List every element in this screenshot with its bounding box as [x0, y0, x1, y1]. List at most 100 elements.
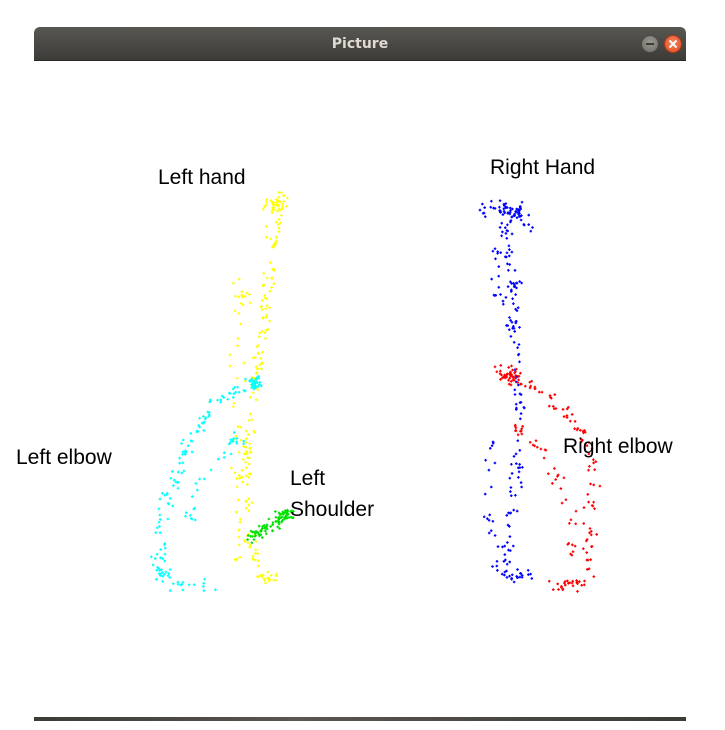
point: [496, 250, 499, 253]
title-bar[interactable]: Picture: [34, 27, 686, 61]
point: [586, 493, 590, 496]
point: [236, 385, 239, 389]
point: [231, 387, 235, 391]
point: [260, 527, 264, 530]
point: [513, 393, 517, 396]
point: [505, 324, 508, 327]
point: [287, 516, 291, 519]
point: [242, 458, 245, 461]
point: [256, 575, 259, 579]
point: [490, 485, 493, 489]
point: [529, 229, 533, 233]
point: [204, 416, 207, 419]
point: [272, 282, 276, 285]
left-shoulder-points: [246, 508, 295, 545]
point: [202, 415, 205, 418]
point: [509, 486, 513, 489]
point: [502, 210, 506, 213]
point: [252, 382, 255, 386]
point: [519, 218, 523, 222]
point: [519, 429, 522, 433]
point: [198, 416, 201, 420]
close-icon[interactable]: [664, 35, 682, 53]
point: [280, 520, 283, 524]
point: [504, 255, 507, 259]
point: [244, 441, 248, 444]
point: [277, 195, 281, 199]
minimize-icon[interactable]: [641, 35, 659, 53]
point: [515, 309, 519, 312]
point: [505, 206, 509, 209]
point: [261, 351, 264, 354]
point: [180, 442, 183, 445]
point: [508, 212, 512, 216]
point: [500, 221, 503, 225]
point: [591, 504, 595, 508]
point: [189, 432, 193, 435]
point: [161, 575, 165, 578]
point: [241, 295, 244, 299]
point: [501, 213, 505, 216]
point: [508, 560, 511, 564]
point: [265, 523, 269, 527]
point: [261, 208, 265, 211]
point: [262, 316, 265, 319]
point: [256, 552, 259, 555]
point: [277, 191, 281, 194]
point: [531, 226, 534, 229]
point: [248, 379, 252, 383]
point: [578, 580, 581, 583]
point: [264, 329, 268, 332]
point: [246, 538, 249, 541]
point: [258, 383, 261, 386]
point: [163, 493, 166, 497]
point: [254, 398, 258, 402]
point: [518, 575, 522, 579]
point: [168, 497, 172, 500]
point: [516, 439, 520, 442]
point: [274, 578, 278, 582]
point: [509, 319, 512, 322]
point: [590, 533, 593, 537]
point: [278, 517, 281, 520]
point: [519, 412, 523, 415]
point: [520, 427, 523, 430]
point: [498, 226, 502, 229]
point: [260, 384, 263, 388]
point: [594, 460, 598, 463]
point: [588, 531, 591, 535]
point: [263, 526, 266, 530]
point: [155, 553, 159, 556]
point: [575, 580, 579, 584]
point: [168, 576, 171, 579]
point: [176, 582, 180, 586]
point: [570, 581, 574, 585]
point: [185, 511, 188, 514]
point: [248, 447, 252, 451]
point: [237, 543, 241, 547]
point: [518, 449, 522, 452]
point: [264, 337, 267, 340]
point: [513, 371, 516, 375]
point: [237, 528, 241, 532]
point: [514, 402, 518, 406]
point: [592, 500, 595, 504]
point: [514, 374, 518, 377]
point: [286, 196, 289, 200]
point: [167, 502, 171, 506]
point: [585, 444, 589, 447]
point: [257, 524, 261, 528]
point: [256, 388, 260, 391]
point: [198, 425, 201, 429]
point: [242, 445, 245, 448]
point: [277, 204, 280, 208]
point: [232, 437, 235, 440]
point: [478, 208, 482, 212]
point: [484, 215, 487, 218]
point: [291, 516, 295, 519]
point: [521, 425, 524, 428]
point: [574, 522, 577, 526]
point: [518, 360, 521, 364]
point: [223, 451, 226, 455]
point: [509, 220, 512, 224]
